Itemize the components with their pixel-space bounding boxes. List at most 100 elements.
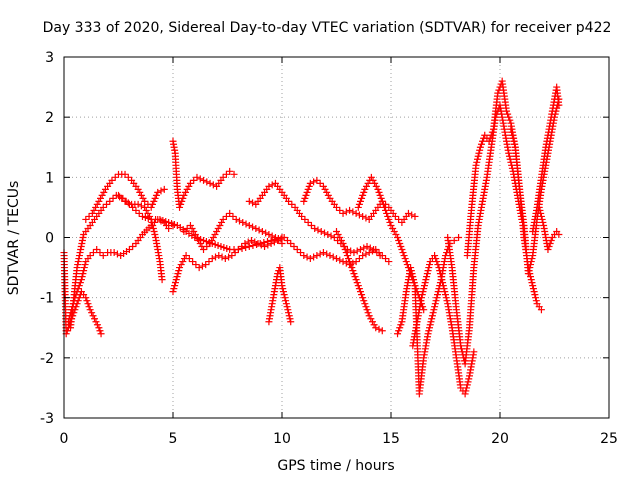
data-point	[226, 167, 234, 175]
data-point	[324, 230, 332, 238]
data-point	[321, 229, 329, 237]
data-point	[150, 197, 158, 205]
data-point	[358, 291, 366, 299]
data-point	[472, 161, 480, 169]
data-point	[365, 249, 373, 257]
data-point	[348, 264, 356, 272]
data-point	[422, 276, 430, 284]
data-point	[301, 194, 309, 202]
data-point	[387, 221, 395, 229]
data-point	[403, 261, 411, 269]
data-point	[411, 212, 419, 220]
data-point	[209, 181, 217, 189]
data-point	[176, 264, 184, 272]
data-point	[231, 249, 239, 257]
data-point	[386, 218, 394, 226]
data-point	[219, 215, 227, 223]
data-point	[349, 208, 357, 216]
data-point	[209, 234, 217, 241]
data-point	[282, 297, 290, 305]
y-tick-label: -1	[40, 291, 54, 307]
data-point	[352, 209, 360, 217]
data-point	[427, 318, 435, 326]
data-point	[526, 264, 534, 272]
data-point	[363, 243, 371, 251]
data-point	[215, 252, 223, 260]
data-point	[285, 197, 293, 205]
series-arc-15	[409, 252, 478, 398]
x-tick-label: 25	[600, 431, 618, 447]
data-point	[395, 237, 403, 245]
data-point	[506, 155, 514, 163]
data-point	[528, 279, 536, 287]
data-point	[376, 252, 384, 260]
data-point	[333, 227, 340, 235]
data-point	[532, 297, 540, 305]
data-point	[279, 285, 287, 293]
data-point	[106, 197, 114, 205]
data-point	[385, 215, 393, 223]
data-point	[232, 215, 240, 223]
data-point	[300, 197, 308, 205]
data-point	[396, 240, 404, 248]
series-arc-4	[82, 170, 168, 223]
data-point	[173, 273, 181, 281]
data-point	[329, 253, 337, 261]
data-point	[229, 212, 237, 220]
data-point	[527, 261, 535, 269]
data-point	[510, 137, 518, 145]
data-point	[383, 209, 391, 217]
data-point	[431, 252, 439, 260]
data-point	[476, 146, 484, 154]
data-point	[182, 188, 190, 196]
data-point	[208, 237, 216, 245]
data-point	[200, 246, 208, 254]
data-point	[368, 318, 376, 326]
data-point	[488, 128, 496, 136]
data-point	[146, 212, 154, 220]
series-arc-17	[463, 77, 545, 314]
data-point	[356, 246, 364, 254]
data-point	[362, 214, 370, 222]
data-point	[265, 230, 273, 238]
data-point	[356, 288, 364, 296]
data-point	[134, 185, 142, 193]
data-point	[221, 255, 229, 263]
data-point	[111, 173, 119, 181]
data-point	[255, 226, 263, 234]
data-point	[180, 227, 188, 235]
data-point	[375, 325, 383, 333]
data-point	[99, 252, 107, 260]
data-point	[249, 223, 257, 231]
data-point	[216, 221, 224, 229]
data-point	[339, 258, 347, 266]
data-point	[177, 200, 185, 208]
data-point	[109, 194, 117, 202]
data-point	[135, 209, 143, 217]
data-point	[203, 178, 211, 186]
data-point	[307, 221, 315, 229]
data-point	[532, 294, 540, 302]
data-point	[473, 158, 481, 166]
data-point	[245, 221, 253, 229]
data-point	[470, 348, 478, 356]
data-point	[396, 324, 404, 332]
data-point	[211, 230, 219, 238]
data-point	[200, 176, 208, 184]
data-point	[151, 194, 159, 202]
data-point	[508, 131, 516, 139]
data-point	[439, 279, 447, 287]
data-point	[431, 303, 439, 311]
data-point	[230, 170, 238, 178]
data-point	[212, 253, 220, 261]
data-point	[284, 306, 292, 314]
data-point	[371, 179, 379, 187]
data-point	[538, 215, 546, 223]
data-point	[431, 300, 439, 308]
data-point	[363, 306, 371, 314]
data-point	[370, 321, 378, 329]
data-point	[438, 276, 446, 284]
data-point	[287, 318, 295, 326]
data-point	[305, 182, 313, 190]
data-point	[402, 258, 410, 266]
